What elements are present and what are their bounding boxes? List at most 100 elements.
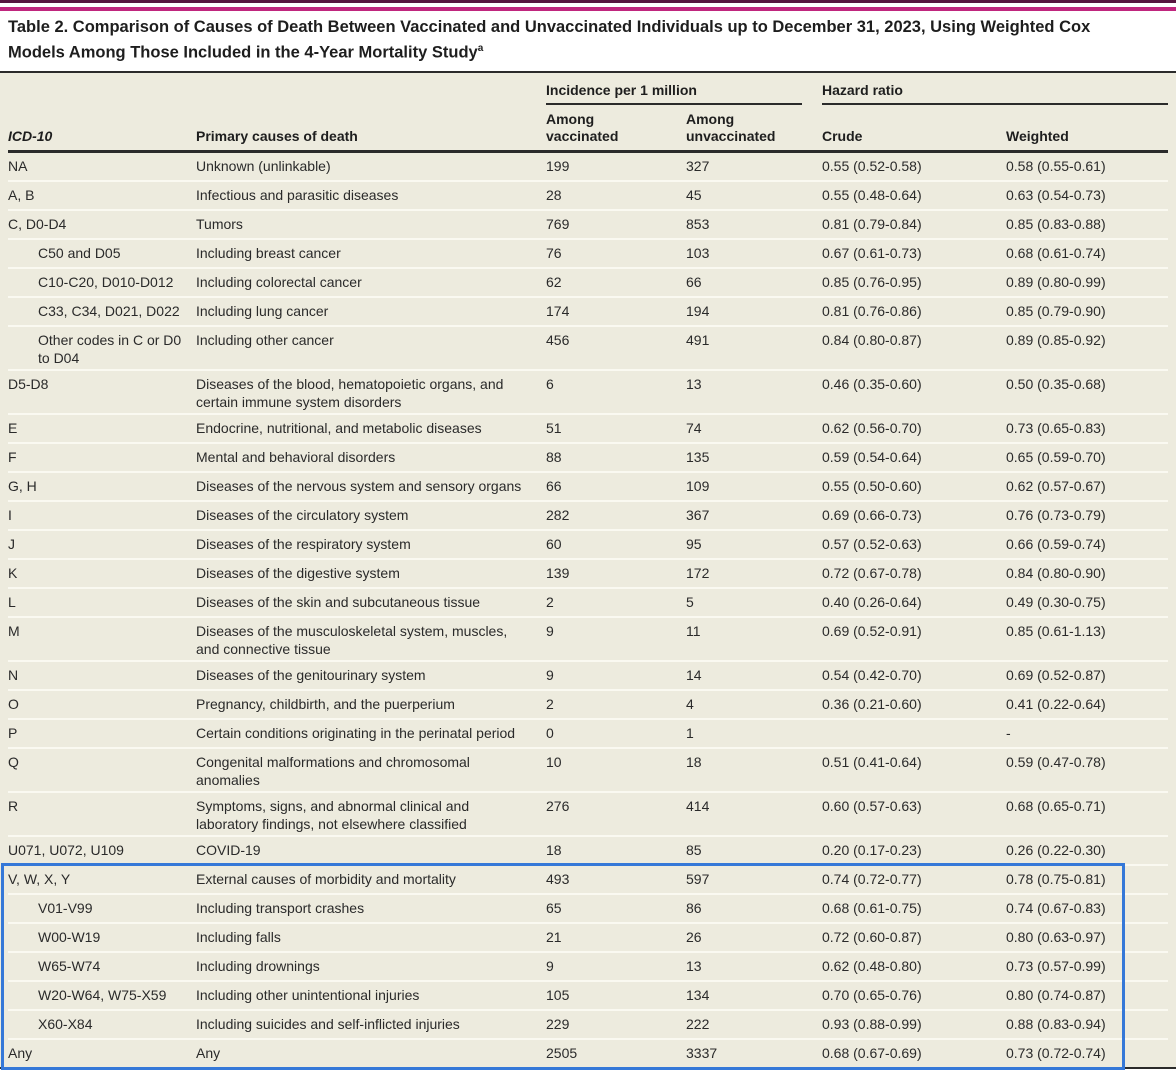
cell-incidence-vaccinated: 2 [546, 695, 554, 712]
table-row: Other codes in C or D0 to D04 Including … [8, 327, 1168, 371]
spanner-hazard-ratio: Hazard ratio [822, 82, 1168, 105]
spanner-hazard-label: Hazard ratio [822, 81, 903, 98]
table-row: Q Congenital malformations and chromosom… [8, 749, 1168, 793]
cell-primary-cause: Diseases of the blood, hematopoietic org… [196, 375, 504, 410]
cell-hazard-weighted: 0.80 (0.74-0.87) [1006, 986, 1106, 1003]
cell-incidence-vaccinated: 174 [546, 302, 570, 319]
cell-incidence-vaccinated: 6 [546, 375, 554, 392]
cell-incidence-vaccinated: 2 [546, 593, 554, 610]
table-row: W20-W64, W75-X59 Including other uninten… [8, 982, 1168, 1011]
footnote-marker: a [477, 43, 484, 54]
cell-hazard-crude: 0.60 (0.57-0.63) [822, 797, 922, 814]
cell-hazard-crude: 0.55 (0.50-0.60) [822, 477, 922, 494]
cell-incidence-unvaccinated: 13 [686, 957, 702, 974]
cell-incidence-unvaccinated: 853 [686, 215, 710, 232]
cell-primary-cause: External causes of morbidity and mortali… [196, 870, 456, 887]
cell-hazard-crude: 0.62 (0.48-0.80) [822, 957, 922, 974]
cell-primary-cause: Including transport crashes [196, 899, 365, 916]
cell-icd10-code: U071, U072, U109 [8, 841, 124, 858]
cell-incidence-unvaccinated: 414 [686, 797, 710, 814]
cell-incidence-unvaccinated: 11 [686, 622, 701, 639]
cell-primary-cause: Diseases of the nervous system and senso… [196, 477, 522, 494]
col-header-among-vaccinated-label: Among vaccinated [546, 110, 619, 144]
cell-hazard-weighted: 0.65 (0.59-0.70) [1006, 448, 1106, 465]
cell-primary-cause: Endocrine, nutritional, and metabolic di… [196, 419, 482, 436]
cell-icd10-code: Q [8, 753, 19, 770]
cell-incidence-unvaccinated: 14 [686, 666, 702, 683]
cell-hazard-weighted: 0.59 (0.47-0.78) [1006, 753, 1106, 770]
cell-icd10-code: W20-W64, W75-X59 [38, 986, 167, 1003]
cell-primary-cause: Diseases of the skin and subcutaneous ti… [196, 593, 481, 610]
table-title-text: Table 2. Comparison of Causes of Death B… [8, 18, 1091, 62]
top-dark-rule [0, 0, 1176, 3]
cell-hazard-weighted: 0.85 (0.61-1.13) [1006, 622, 1106, 639]
cell-incidence-vaccinated: 18 [546, 841, 562, 858]
cell-hazard-weighted: 0.74 (0.67-0.83) [1006, 899, 1106, 916]
cell-hazard-weighted: 0.63 (0.54-0.73) [1006, 186, 1106, 203]
cell-hazard-weighted: 0.73 (0.57-0.99) [1006, 957, 1106, 974]
cell-icd10-code: C33, C34, D021, D022 [38, 302, 180, 319]
table-row: Any Any 2505 3337 0.68 (0.67-0.69) 0.73 … [8, 1040, 1168, 1067]
cell-hazard-crude: 0.69 (0.66-0.73) [822, 506, 922, 523]
cell-hazard-weighted: 0.73 (0.65-0.83) [1006, 419, 1106, 436]
rule-gap [0, 3, 1176, 7]
cell-hazard-crude: 0.81 (0.76-0.86) [822, 302, 922, 319]
cell-hazard-weighted: 0.49 (0.30-0.75) [1006, 593, 1106, 610]
column-header-row: ICD-10 Primary causes of death Among vac… [8, 111, 1168, 145]
col-header-among-vaccinated: Among vaccinated [546, 111, 686, 145]
table-row: R Symptoms, signs, and abnormal clinical… [8, 793, 1168, 837]
table-row: C, D0-D4 Tumors 769 853 0.81 (0.79-0.84)… [8, 211, 1168, 240]
cell-incidence-unvaccinated: 172 [686, 564, 710, 581]
cell-primary-cause: Diseases of the circulatory system [196, 506, 409, 523]
cell-incidence-vaccinated: 21 [546, 928, 562, 945]
table-row: C10-C20, D010-D012 Including colorectal … [8, 269, 1168, 298]
table-row: A, B Infectious and parasitic diseases 2… [8, 182, 1168, 211]
cell-primary-cause: Diseases of the digestive system [196, 564, 400, 581]
cell-primary-cause: Infectious and parasitic diseases [196, 186, 399, 203]
cell-hazard-weighted: 0.41 (0.22-0.64) [1006, 695, 1106, 712]
cell-hazard-weighted: 0.85 (0.83-0.88) [1006, 215, 1106, 232]
spanner-incidence-label: Incidence per 1 million [546, 81, 697, 98]
highlight-box: V, W, X, Y External causes of morbidity … [1, 862, 1168, 1070]
cell-primary-cause: Including other cancer [196, 331, 334, 348]
cell-icd10-code: V01-V99 [38, 899, 93, 916]
cell-incidence-vaccinated: 76 [546, 244, 562, 261]
cell-hazard-crude: 0.20 (0.17-0.23) [822, 841, 922, 858]
cell-icd10-code: N [8, 666, 19, 683]
cell-primary-cause: Tumors [196, 215, 243, 232]
cell-icd10-code: E [8, 419, 18, 436]
cell-incidence-unvaccinated: 74 [686, 419, 702, 436]
cell-primary-cause: Including lung cancer [196, 302, 329, 319]
cell-icd10-code: J [8, 535, 15, 552]
cell-incidence-unvaccinated: 222 [686, 1015, 710, 1032]
col-header-crude: Crude [822, 127, 863, 144]
cell-hazard-crude: 0.51 (0.41-0.64) [822, 753, 922, 770]
cell-icd10-code: K [8, 564, 18, 581]
cell-incidence-vaccinated: 60 [546, 535, 562, 552]
cell-incidence-unvaccinated: 135 [686, 448, 710, 465]
cell-primary-cause: Including breast cancer [196, 244, 341, 261]
cell-primary-cause: Diseases of the genitourinary system [196, 666, 426, 683]
cell-incidence-unvaccinated: 367 [686, 506, 710, 523]
table-row: U071, U072, U109 COVID-19 18 85 0.20 (0.… [8, 837, 1168, 866]
cell-primary-cause: Certain conditions originating in the pe… [196, 724, 516, 741]
cell-hazard-crude: 0.59 (0.54-0.64) [822, 448, 922, 465]
cell-hazard-crude: 0.68 (0.67-0.69) [822, 1044, 922, 1061]
cell-hazard-crude: 0.68 (0.61-0.75) [822, 899, 922, 916]
cell-hazard-crude: 0.72 (0.60-0.87) [822, 928, 922, 945]
cell-icd10-code: C, D0-D4 [8, 215, 67, 232]
table-row: W00-W19 Including falls 21 26 0.72 (0.60… [8, 924, 1168, 953]
cell-hazard-crude: 0.84 (0.80-0.87) [822, 331, 922, 348]
table-header: Incidence per 1 million Hazard ratio ICD… [8, 73, 1168, 153]
cell-incidence-unvaccinated: 45 [686, 186, 702, 203]
col-header-cause: Primary causes of death [196, 127, 358, 144]
cell-primary-cause: Symptoms, signs, and abnormal clinical a… [196, 797, 470, 832]
cell-incidence-unvaccinated: 3337 [686, 1044, 718, 1061]
cell-incidence-unvaccinated: 194 [686, 302, 710, 319]
cell-hazard-weighted: - [1006, 724, 1011, 741]
table-row: P Certain conditions originating in the … [8, 720, 1168, 749]
table-row: E Endocrine, nutritional, and metabolic … [8, 415, 1168, 444]
cell-primary-cause: Including drownings [196, 957, 320, 974]
cell-hazard-weighted: 0.80 (0.63-0.97) [1006, 928, 1106, 945]
cell-icd10-code: V, W, X, Y [8, 870, 71, 887]
